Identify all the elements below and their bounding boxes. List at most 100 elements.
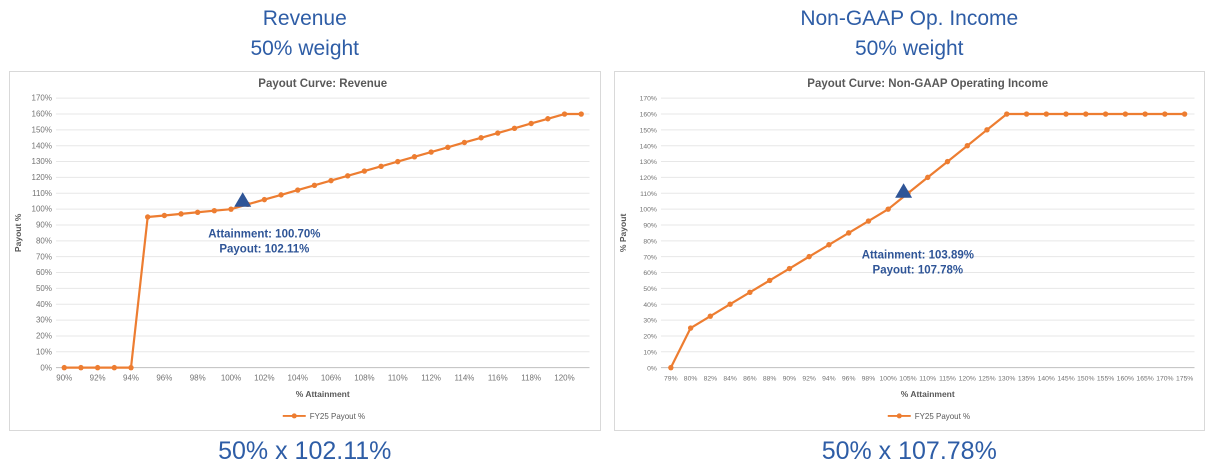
- svg-text:0%: 0%: [647, 365, 657, 372]
- svg-text:120%: 120%: [639, 175, 656, 182]
- svg-text:% Attainment: % Attainment: [900, 389, 954, 399]
- svg-text:94%: 94%: [123, 374, 139, 383]
- svg-text:80%: 80%: [643, 238, 657, 245]
- svg-text:108%: 108%: [354, 374, 374, 383]
- svg-text:102%: 102%: [254, 374, 274, 383]
- revenue-header-metric: Revenue: [262, 7, 347, 30]
- svg-text:155%: 155%: [1096, 376, 1113, 383]
- svg-text:FY25 Payout %: FY25 Payout %: [914, 412, 969, 421]
- svg-text:150%: 150%: [1077, 376, 1094, 383]
- svg-text:Payout Curve: Non-GAAP Operati: Payout Curve: Non-GAAP Operating Income: [807, 78, 1048, 90]
- svg-text:94%: 94%: [822, 376, 836, 383]
- svg-text:60%: 60%: [643, 270, 657, 277]
- svg-text:10%: 10%: [36, 347, 52, 356]
- svg-text:90%: 90%: [36, 220, 52, 229]
- svg-text:145%: 145%: [1057, 376, 1074, 383]
- svg-text:170%: 170%: [639, 96, 656, 103]
- svg-text:79%: 79%: [664, 376, 678, 383]
- revenue-header: Revenue 50% weight: [9, 4, 601, 65]
- nongaap-panel: Non-GAAP Op. Income 50% weight 0% 10% 20% 3…: [613, 0, 1206, 466]
- revenue-header-weight: 50% weight: [250, 37, 360, 61]
- svg-text:92%: 92%: [802, 376, 816, 383]
- svg-text:Payout Curve: Revenue: Payout Curve: Revenue: [258, 78, 387, 90]
- svg-text:50%: 50%: [643, 286, 657, 293]
- svg-text:110%: 110%: [388, 374, 408, 383]
- revenue-panel: Revenue 50% weight 0% 10% 20% 30% 40% 50% 60% 7…: [9, 0, 601, 466]
- svg-text:70%: 70%: [36, 252, 52, 261]
- svg-text:90%: 90%: [56, 374, 72, 383]
- svg-text:170%: 170%: [32, 94, 52, 103]
- revenue-weighted-payout-caption: 50% x 102.11%: [218, 436, 392, 465]
- svg-text:112%: 112%: [421, 374, 441, 383]
- svg-text:50%: 50%: [36, 284, 52, 293]
- revenue-chart-panel: 0% 10% 20% 30% 40% 50% 60% 70% 80% 90% 100% 110% 120…: [9, 70, 601, 431]
- svg-text:118%: 118%: [521, 374, 541, 383]
- svg-text:20%: 20%: [643, 333, 657, 340]
- svg-text:120%: 120%: [554, 374, 574, 383]
- svg-text:40%: 40%: [643, 302, 657, 309]
- nongaap-header-weight: 50% weight: [854, 37, 964, 61]
- svg-text:% Payout: % Payout: [618, 213, 628, 252]
- svg-text:105%: 105%: [899, 376, 916, 383]
- svg-text:130%: 130%: [32, 157, 52, 166]
- svg-text:98%: 98%: [861, 376, 875, 383]
- svg-text:10%: 10%: [643, 349, 657, 356]
- svg-text:82%: 82%: [703, 376, 717, 383]
- svg-text:140%: 140%: [32, 141, 52, 150]
- svg-text:140%: 140%: [1037, 376, 1054, 383]
- svg-text:140%: 140%: [639, 143, 656, 150]
- svg-text:Payout: 107.78%: Payout: 107.78%: [872, 264, 963, 276]
- svg-text:Attainment: 100.70%: Attainment: 100.70%: [208, 229, 320, 241]
- svg-text:135%: 135%: [1017, 376, 1034, 383]
- svg-text:150%: 150%: [639, 127, 656, 134]
- svg-text:96%: 96%: [841, 376, 855, 383]
- svg-text:Payout: 102.11%: Payout: 102.11%: [219, 244, 309, 256]
- svg-text:88%: 88%: [762, 376, 776, 383]
- svg-text:110%: 110%: [32, 189, 52, 198]
- svg-text:106%: 106%: [321, 374, 341, 383]
- nongaap-weighted-payout-caption: 50% x 107.78%: [821, 436, 997, 465]
- svg-text:100%: 100%: [879, 376, 896, 383]
- svg-text:100%: 100%: [639, 207, 656, 214]
- svg-text:80%: 80%: [36, 236, 52, 245]
- svg-text:30%: 30%: [36, 316, 52, 325]
- svg-text:160%: 160%: [639, 111, 656, 118]
- svg-text:30%: 30%: [643, 318, 657, 325]
- svg-text:100%: 100%: [221, 374, 241, 383]
- nongaap-header: Non-GAAP Op. Income 50% weight: [614, 4, 1206, 65]
- svg-text:98%: 98%: [190, 374, 206, 383]
- svg-text:96%: 96%: [156, 374, 172, 383]
- svg-text:84%: 84%: [723, 376, 737, 383]
- svg-text:86%: 86%: [743, 376, 757, 383]
- svg-text:120%: 120%: [32, 173, 52, 182]
- svg-text:125%: 125%: [978, 376, 995, 383]
- svg-text:0%: 0%: [40, 363, 52, 372]
- revenue-payout-curve-chart: 0% 10% 20% 30% 40% 50% 60% 70% 80% 90% 100% 110% 120…: [13, 78, 590, 421]
- svg-text:90%: 90%: [782, 376, 796, 383]
- nongaap-payout-curve-chart: 0% 10% 20% 30% 40% 50% 60% 70% 80% 90% 100% 110% 120…: [618, 78, 1195, 421]
- svg-text:150%: 150%: [32, 125, 52, 134]
- svg-text:90%: 90%: [643, 222, 657, 229]
- svg-text:80%: 80%: [683, 376, 697, 383]
- svg-text:Payout %: Payout %: [13, 213, 23, 252]
- svg-text:100%: 100%: [32, 205, 52, 214]
- svg-text:130%: 130%: [639, 159, 656, 166]
- svg-text:FY25 Payout %: FY25 Payout %: [310, 412, 365, 421]
- svg-text:110%: 110%: [919, 376, 936, 383]
- svg-text:175%: 175%: [1175, 376, 1192, 383]
- svg-text:92%: 92%: [90, 374, 106, 383]
- svg-text:160%: 160%: [1116, 376, 1133, 383]
- svg-text:40%: 40%: [36, 300, 52, 309]
- svg-text:165%: 165%: [1136, 376, 1153, 383]
- svg-text:110%: 110%: [640, 191, 657, 198]
- svg-text:104%: 104%: [288, 374, 308, 383]
- svg-text:20%: 20%: [36, 331, 52, 340]
- svg-text:160%: 160%: [32, 109, 52, 118]
- svg-text:114%: 114%: [455, 374, 475, 383]
- nongaap-chart-panel: 0% 10% 20% 30% 40% 50% 60% 70% 80% 90% 100% 110% 120…: [613, 70, 1205, 431]
- svg-text:170%: 170%: [1156, 376, 1173, 383]
- nongaap-header-metric: Non-GAAP Op. Income: [800, 7, 1019, 30]
- svg-text:Attainment: 103.89%: Attainment: 103.89%: [861, 249, 973, 261]
- svg-text:70%: 70%: [643, 254, 657, 261]
